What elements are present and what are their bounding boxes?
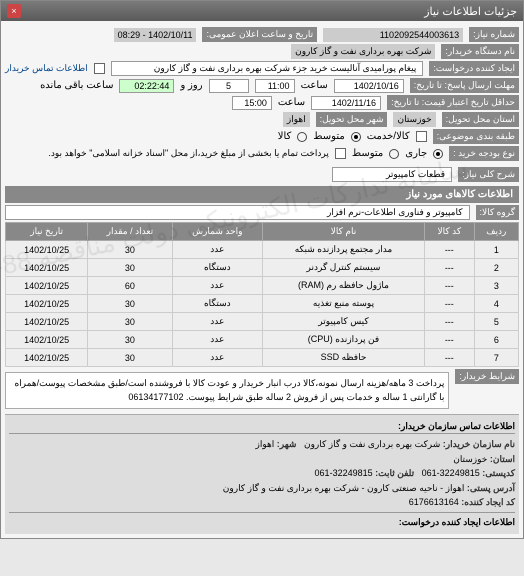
buyer-note-label: شرایط خریدار: (455, 369, 519, 384)
city-label: شهر محل تحویل: (316, 112, 388, 127)
contact-checkbox[interactable] (94, 63, 105, 74)
creator-name: پیغام پورامیدی آنالیست خرید جزء شرکت بهر… (111, 61, 424, 76)
state-value: خوزستان (393, 112, 435, 127)
org-label: نام دستگاه خریدار: (441, 44, 519, 59)
remaining-time: 02:22:44 (119, 79, 174, 93)
deadline-label: مهلت ارسال پاسخ: تا تاریخ: (410, 78, 519, 93)
buyer-note: پرداخت 3 ماهه/هزینه ارسال نمونه،کالا درب… (5, 372, 449, 409)
deadline-time: 11:00 (255, 79, 295, 93)
table-row[interactable]: 2---سیستم کنترل گردنردستگاه301402/10/25 (6, 259, 519, 277)
radio-goods[interactable] (297, 132, 307, 142)
radio-medium[interactable] (351, 132, 361, 142)
radio-med2[interactable] (389, 149, 399, 159)
deadline-date: 1402/10/16 (334, 79, 404, 93)
goods-section-header: اطلاعات کالاهای مورد نیاز (5, 186, 519, 203)
goods-table: ردیف کد کالا نام کالا واحد شمارش تعداد /… (5, 222, 519, 367)
remaining-days-label: روز و (180, 80, 202, 91)
remaining-label: ساعت باقی مانده (40, 80, 113, 91)
deadline-time-label: ساعت (301, 80, 328, 91)
goods-checkbox[interactable] (416, 131, 427, 142)
creator-label: ایجاد کننده درخواست: (429, 61, 519, 76)
window-title: جزئیات اطلاعات نیاز (424, 5, 517, 18)
table-row[interactable]: 3---ماژول حافظه رم (RAM)عدد601402/10/25 (6, 277, 519, 295)
need-number: 1102092544003613 (323, 28, 463, 42)
footer-block: اطلاعات تماس سازمان خریدار: نام سازمان خ… (5, 414, 519, 534)
org-name: شرکت بهره برداری نفت و گاز کارون (291, 44, 435, 59)
goods-label: کالا/خدمت (367, 131, 410, 142)
validity-label: حداقل تاریخ اعتبار قیمت: تا تاریخ: (387, 95, 519, 110)
footer-creator-label: اطلاعات ایجاد کننده درخواست: (9, 512, 515, 529)
close-icon[interactable]: × (7, 4, 21, 18)
group-value: کامپیوتر و فناوری اطلاعات-نرم افزار (5, 205, 470, 220)
desc-label: شرح کلی نیاز: (458, 167, 519, 182)
validity-date: 1402/11/16 (311, 96, 381, 110)
desc-value: قطعات کامپیوتر (332, 167, 452, 182)
window-titlebar: جزئیات اطلاعات نیاز × (1, 1, 523, 21)
footer-section: اطلاعات تماس سازمان خریدار: (9, 419, 515, 434)
number-label: شماره نیاز: (469, 27, 519, 42)
treasury-note: پرداخت تمام یا بخشی از مبلغ خرید،از محل … (48, 148, 328, 159)
datetime-label: تاریخ و ساعت اعلان عمومی: (202, 27, 317, 42)
treasury-checkbox[interactable] (335, 148, 346, 159)
table-row[interactable]: 4---پوسته منبع تغذیهدستگاه301402/10/25 (6, 295, 519, 313)
table-header-row: ردیف کد کالا نام کالا واحد شمارش تعداد /… (6, 223, 519, 241)
table-row[interactable]: 5---کیس کامپیوترعدد301402/10/25 (6, 313, 519, 331)
remaining-days: 5 (209, 79, 249, 93)
budget-label: طبقه بندی موضوعی: (433, 129, 519, 144)
public-datetime: 1402/10/11 - 08:29 (114, 28, 197, 42)
table-row[interactable]: 7---حافظه SSDعدد301402/10/25 (6, 349, 519, 367)
state-label: استان محل تحویل: (442, 112, 519, 127)
buy-type-label: نوع بودجه خرید : (449, 146, 519, 161)
validity-time-label: ساعت (278, 97, 305, 108)
validity-time: 15:00 (232, 96, 272, 110)
group-label: گروه کالا: (476, 205, 519, 220)
radio-current[interactable] (433, 149, 443, 159)
table-row[interactable]: 6---فن پردازنده (CPU)عدد301402/10/25 (6, 331, 519, 349)
table-row[interactable]: 1---مدار مجتمع پردازنده شبکهعدد301402/10… (6, 241, 519, 259)
city-value: اهواز (283, 112, 310, 127)
contact-link[interactable]: اطلاعات تماس خریدار (5, 63, 88, 74)
